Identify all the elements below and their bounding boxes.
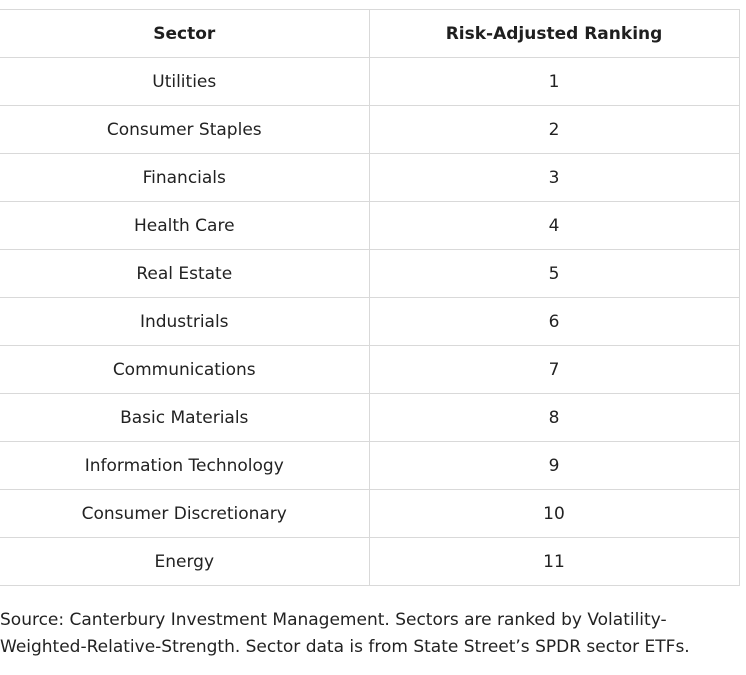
ranking-cell: 8 <box>368 393 740 442</box>
sector-cell: Consumer Staples <box>0 105 369 154</box>
table-row: Health Care 4 <box>0 201 740 250</box>
sector-cell: Consumer Discretionary <box>0 489 369 538</box>
source-note: Source: Canterbury Investment Management… <box>0 610 690 657</box>
ranking-cell: 6 <box>368 297 740 346</box>
ranking-cell: 5 <box>368 249 740 298</box>
table-row: Consumer Discretionary 10 <box>0 489 740 538</box>
sector-cell: Communications <box>0 345 369 394</box>
ranking-cell: 4 <box>368 201 740 250</box>
sector-cell: Financials <box>0 153 369 202</box>
table-row: Energy 11 <box>0 537 740 586</box>
table-row: Communications 7 <box>0 345 740 394</box>
sector-cell: Energy <box>0 537 369 586</box>
table-row: Real Estate 5 <box>0 249 740 298</box>
ranking-cell: 2 <box>368 105 740 154</box>
sector-cell: Industrials <box>0 297 369 346</box>
ranking-cell: 11 <box>368 537 740 586</box>
ranking-cell: 3 <box>368 153 740 202</box>
table-row: Information Technology 9 <box>0 441 740 490</box>
table-row: Basic Materials 8 <box>0 393 740 442</box>
table-header-row: Sector Risk-Adjusted Ranking <box>0 9 740 58</box>
table-row: Industrials 6 <box>0 297 740 346</box>
header-sector: Sector <box>0 9 369 58</box>
sector-cell: Information Technology <box>0 441 369 490</box>
ranking-table-container: Sector Risk-Adjusted Ranking Utilities 1… <box>0 9 740 586</box>
ranking-cell: 7 <box>368 345 740 394</box>
table-row: Utilities 1 <box>0 57 740 106</box>
sector-cell: Health Care <box>0 201 369 250</box>
header-risk-adjusted-ranking: Risk-Adjusted Ranking <box>368 9 740 58</box>
sector-ranking-table: Sector Risk-Adjusted Ranking Utilities 1… <box>0 9 740 586</box>
ranking-cell: 1 <box>368 57 740 106</box>
sector-cell: Basic Materials <box>0 393 369 442</box>
sector-cell: Real Estate <box>0 249 369 298</box>
table-row: Financials 3 <box>0 153 740 202</box>
sector-cell: Utilities <box>0 57 369 106</box>
ranking-cell: 9 <box>368 441 740 490</box>
ranking-cell: 10 <box>368 489 740 538</box>
table-row: Consumer Staples 2 <box>0 105 740 154</box>
